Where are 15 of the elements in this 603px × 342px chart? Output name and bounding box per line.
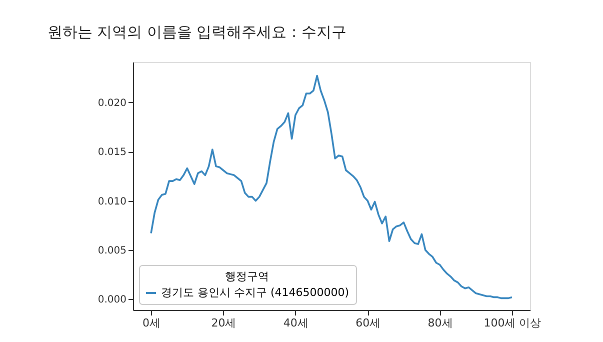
y-tick-label: 0.010 xyxy=(98,196,126,208)
x-tick-label: 20세 xyxy=(211,316,236,330)
line-series xyxy=(150,74,513,300)
legend-label: 경기도 용인시 수지구 (4146500000) xyxy=(161,286,350,299)
x-tick-label: 80세 xyxy=(428,316,453,330)
legend-title: 행정구역 xyxy=(225,270,269,283)
y-tick-label: 0.005 xyxy=(98,245,126,256)
y-tick-label: 0.015 xyxy=(98,147,126,158)
x-tick-label: 100세 이상 xyxy=(484,316,542,330)
y-tick-label: 0.020 xyxy=(98,98,126,109)
y-tick-label: 0.000 xyxy=(98,294,126,306)
x-tick-label: 0세 xyxy=(142,316,161,330)
x-tick-label: 60세 xyxy=(356,316,381,330)
x-tick-label: 40세 xyxy=(283,316,308,330)
chart-title: 원하는 지역의 이름을 입력해주세요 : 수지구 xyxy=(47,23,346,41)
